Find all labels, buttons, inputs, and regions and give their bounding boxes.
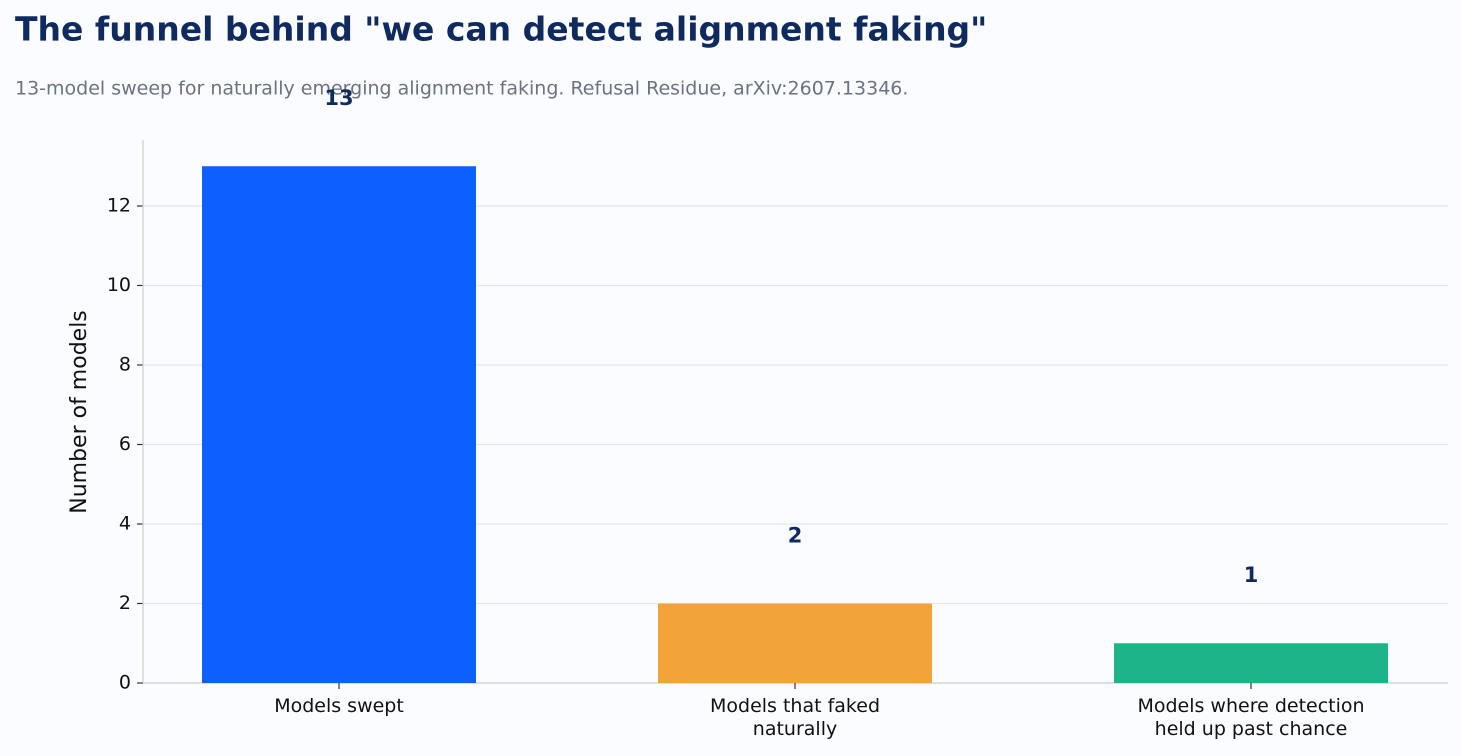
chart-title: The funnel behind "we can detect alignme… <box>15 10 987 49</box>
y-tick-label: 0 <box>119 672 131 694</box>
x-tick-label: Models that faked naturally <box>709 695 881 740</box>
y-tick-label: 12 <box>107 194 131 216</box>
y-tick-label: 6 <box>119 433 131 455</box>
bar <box>202 166 476 683</box>
x-tick-label: Models swept <box>274 695 404 717</box>
y-tick-label: 8 <box>119 353 131 375</box>
y-tick-label: 10 <box>107 274 131 296</box>
chart-subtitle: 13-model sweep for naturally emerging al… <box>15 78 908 100</box>
value-label: 13 <box>324 86 353 110</box>
value-label: 2 <box>788 523 803 547</box>
x-tick-label: Models where detection held up past chan… <box>1137 695 1365 740</box>
bar <box>1114 643 1388 683</box>
y-tick-label: 4 <box>119 512 131 534</box>
y-tick-label: 2 <box>119 592 131 614</box>
y-axis-label: Number of models <box>67 310 92 514</box>
bar <box>658 603 932 683</box>
value-label: 1 <box>1244 563 1259 587</box>
